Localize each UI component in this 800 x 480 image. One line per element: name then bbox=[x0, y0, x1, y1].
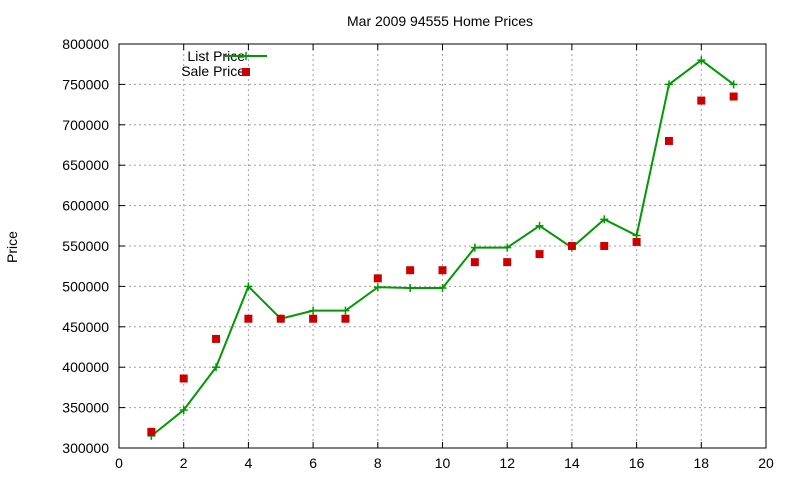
sale-price-point bbox=[179, 374, 188, 383]
list-price-point bbox=[341, 306, 350, 315]
sale-price-point bbox=[244, 314, 253, 323]
list-price-point bbox=[406, 284, 415, 293]
list-price-point bbox=[697, 56, 706, 65]
x-tick-label: 0 bbox=[115, 455, 123, 471]
sale-price-point bbox=[632, 237, 641, 246]
y-tick-label: 300000 bbox=[62, 440, 109, 456]
y-tick-label: 450000 bbox=[62, 319, 109, 335]
list-price-point bbox=[664, 80, 673, 89]
y-tick-label: 700000 bbox=[62, 117, 109, 133]
x-tick-label: 14 bbox=[564, 455, 580, 471]
x-tick-label: 6 bbox=[309, 455, 317, 471]
x-tick-label: 20 bbox=[758, 455, 774, 471]
sale-price-point bbox=[567, 242, 576, 250]
sale-price-point bbox=[309, 314, 318, 323]
x-tick-label: 12 bbox=[499, 455, 515, 471]
y-tick-label: 350000 bbox=[62, 400, 109, 416]
chart-title: Mar 2009 94555 Home Prices bbox=[347, 13, 533, 29]
legend-marker-list-price bbox=[242, 52, 250, 60]
list-price-point bbox=[309, 306, 318, 315]
sale-price-point bbox=[535, 250, 544, 259]
x-tick-label: 10 bbox=[435, 455, 451, 471]
sale-price-point bbox=[600, 242, 609, 250]
sale-price-point bbox=[276, 314, 285, 323]
axis-ticks: 0 2 4 6 8 10 12 14 16 18 20 300000 350000 400000 45000… bbox=[62, 36, 774, 471]
plot-frame bbox=[118, 43, 767, 449]
y-tick-label: 400000 bbox=[62, 359, 109, 375]
sale-price-point bbox=[503, 258, 512, 267]
list-price-point bbox=[470, 243, 479, 252]
list-price-point bbox=[179, 406, 188, 415]
sale-price-point bbox=[212, 334, 221, 343]
x-tick-label: 18 bbox=[694, 455, 710, 471]
data-series bbox=[147, 56, 738, 440]
list-price-point bbox=[600, 215, 609, 224]
y-tick-label: 650000 bbox=[62, 157, 109, 173]
x-tick-label: 16 bbox=[629, 455, 645, 471]
list-price-point bbox=[244, 282, 253, 291]
list-price-point bbox=[438, 284, 447, 293]
legend-label-list-price: List Price bbox=[187, 48, 245, 64]
sale-price-point bbox=[729, 92, 738, 101]
list-price-point bbox=[212, 363, 221, 372]
sale-price-point bbox=[470, 258, 479, 267]
sale-price-point bbox=[341, 314, 350, 323]
list-price-point bbox=[729, 80, 738, 89]
sale-price-point bbox=[406, 266, 415, 275]
legend-marker-sale-price bbox=[242, 68, 250, 76]
x-tick-label: 4 bbox=[245, 455, 253, 471]
list-price-point bbox=[373, 283, 382, 292]
legend-label-sale-price: Sale Price bbox=[181, 63, 245, 79]
y-tick-label: 550000 bbox=[62, 238, 109, 254]
sale-price-point bbox=[147, 427, 156, 436]
grid-lines bbox=[119, 44, 766, 448]
x-tick-label: 2 bbox=[180, 455, 188, 471]
sale-price-point bbox=[697, 96, 706, 105]
sale-price-point bbox=[438, 266, 447, 275]
y-tick-label: 500000 bbox=[62, 278, 109, 294]
y-axis-label: Price bbox=[4, 231, 20, 263]
sale-price-point bbox=[373, 274, 382, 283]
x-tick-label: 8 bbox=[374, 455, 382, 471]
list-price-point bbox=[535, 221, 544, 230]
y-tick-label: 600000 bbox=[62, 198, 109, 214]
sale-price-point bbox=[664, 136, 673, 145]
y-tick-label: 800000 bbox=[62, 36, 109, 52]
y-tick-label: 750000 bbox=[62, 76, 109, 92]
list-price-point bbox=[503, 243, 512, 252]
